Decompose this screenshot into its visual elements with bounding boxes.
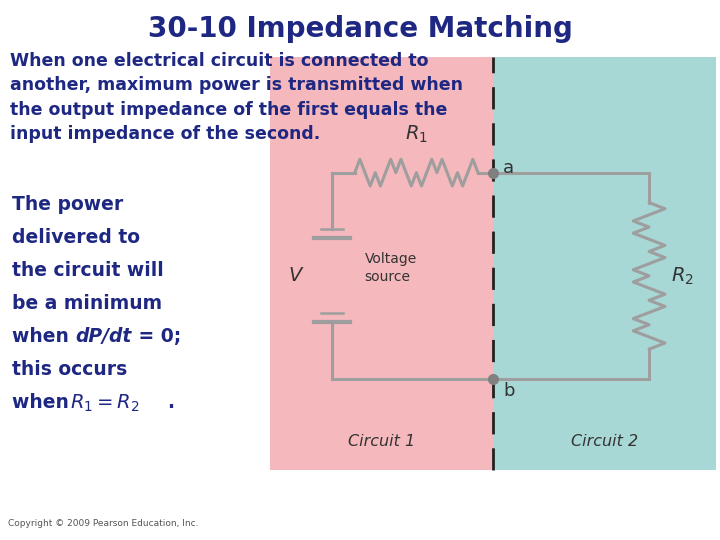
Text: $V$: $V$ [288,266,305,285]
Text: $R_1 = R_2$: $R_1 = R_2$ [70,393,140,414]
Text: b: b [503,382,515,400]
Text: Circuit 1: Circuit 1 [348,435,415,449]
Text: = 0;: = 0; [132,327,181,346]
Text: 30-10 Impedance Matching: 30-10 Impedance Matching [148,15,572,43]
Text: $R_2$: $R_2$ [671,265,694,287]
Text: when: when [12,327,76,346]
Text: when: when [12,393,76,412]
Text: the circuit will: the circuit will [12,261,163,280]
Text: $R_1$: $R_1$ [405,123,428,145]
Text: dP/dt: dP/dt [76,327,132,346]
Text: Circuit 2: Circuit 2 [571,435,638,449]
Text: delivered to: delivered to [12,228,140,247]
Text: be a minimum: be a minimum [12,294,162,313]
Text: this occurs: this occurs [12,360,127,379]
Text: The power: The power [12,195,123,214]
Text: Copyright © 2009 Pearson Education, Inc.: Copyright © 2009 Pearson Education, Inc. [8,519,199,528]
Text: a: a [503,159,514,177]
Bar [493,57,716,470]
Text: When one electrical circuit is connected to
another, maximum power is transmitte: When one electrical circuit is connected… [10,52,463,143]
Text: .: . [167,393,174,412]
Text: Voltage
source: Voltage source [364,252,417,284]
Bar [270,57,493,470]
